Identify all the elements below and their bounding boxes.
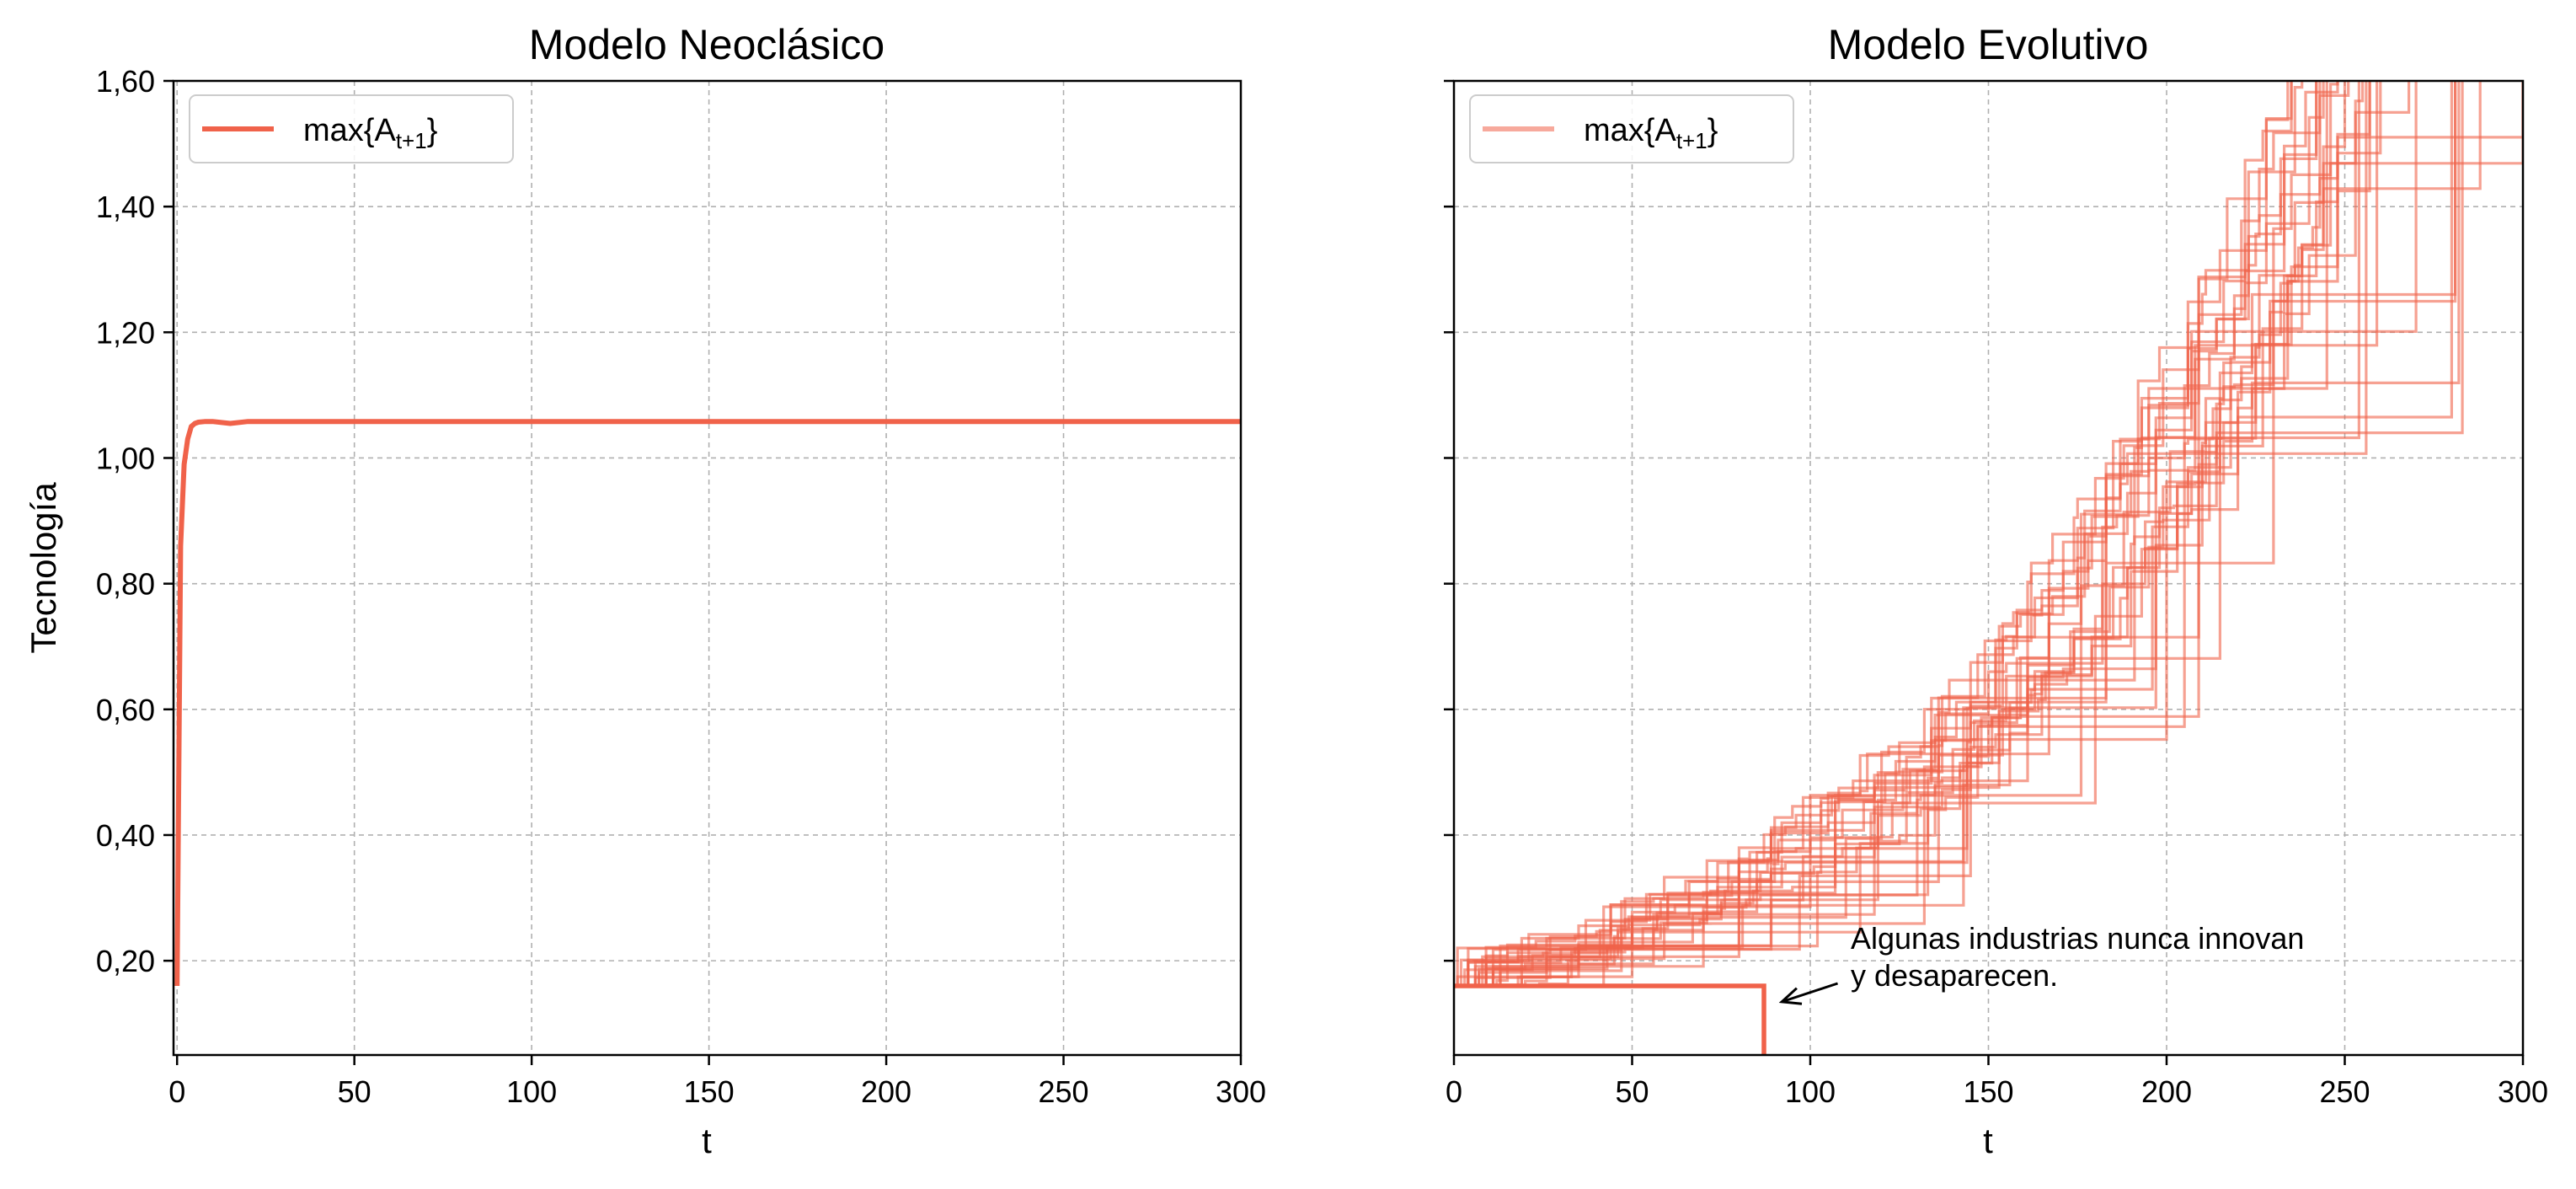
axes-frame (172, 79, 1243, 1057)
annotation-line-1: Algunas industrias nunca innovan (1851, 921, 2304, 956)
x-tick-label: 250 (1038, 1074, 1088, 1109)
y-ticks: 0,20 0,40 0,60 0,80 1,00 1,20 1,40 1,60 (96, 64, 174, 978)
x-tick-label: 200 (861, 1074, 911, 1109)
legend-box (189, 94, 514, 163)
plot-area (174, 419, 1241, 987)
x-tick-label: 0 (1446, 1074, 1462, 1109)
series-line (1454, 81, 2523, 988)
annotation-arrow-head (1778, 987, 1803, 1005)
series-line (174, 419, 1241, 987)
legend-label: max{At+1} (303, 113, 437, 153)
y-tick-label: 0,80 (96, 567, 155, 602)
neoclassical-panel: 0 50 100 150 200 250 300 0,20 0,40 0,60 0,80 1,00 1… (24, 21, 1266, 1160)
x-axis-label: t (702, 1121, 712, 1160)
legend: max{At+1} (189, 94, 514, 163)
annotation: Algunas industrias nunca innovan y desap… (1778, 921, 2304, 1005)
y-tick-label: 1,60 (96, 64, 155, 99)
series-line (1454, 81, 2457, 988)
plot-area (1454, 81, 2523, 1055)
y-axis-label: Tecnología (24, 482, 63, 654)
x-tick-label: 50 (338, 1074, 371, 1109)
y-tick-label: 0,40 (96, 818, 155, 853)
legend-label: max{At+1} (1584, 113, 1718, 153)
x-tick-label: 100 (506, 1074, 557, 1109)
y-tick-label: 0,60 (96, 693, 155, 727)
series-line (1454, 81, 2371, 988)
series-line (1454, 81, 2318, 988)
annotation-line-2: y desaparecen. (1851, 958, 2058, 993)
x-ticks: 0 50 100 150 200 250 300 (168, 1055, 1266, 1109)
series-line (1454, 81, 2328, 988)
grid (1453, 80, 2524, 1055)
x-tick-label: 50 (1615, 1074, 1649, 1109)
legend: max{At+1} (1469, 94, 1794, 163)
x-tick-label: 150 (1963, 1074, 2013, 1109)
panel-title: Modelo Evolutivo (1828, 21, 2149, 68)
extinct-series-line (1454, 983, 1766, 1055)
x-tick-label: 250 (2319, 1074, 2370, 1109)
evolutionary-panel: 0 50 100 150 200 250 300 Modelo Evolutivo t ma… (1444, 21, 2548, 1160)
y-tick-label: 1,40 (96, 190, 155, 224)
x-tick-label: 300 (2498, 1074, 2548, 1109)
x-axis-label: t (1983, 1121, 1993, 1160)
series-line (1454, 81, 2290, 988)
y-tick-label: 1,20 (96, 315, 155, 350)
x-tick-label: 0 (168, 1074, 185, 1109)
x-tick-label: 100 (1785, 1074, 1836, 1109)
series-line (1454, 81, 2411, 988)
y-ticks (1444, 79, 1454, 962)
series-line (1454, 81, 2371, 988)
x-ticks: 0 50 100 150 200 250 300 (1446, 1055, 2548, 1109)
annotation-arrow (1781, 982, 1838, 1004)
legend-box (1469, 94, 1794, 163)
panel-title: Modelo Neoclásico (529, 21, 884, 68)
series-line (1454, 81, 2304, 988)
y-tick-label: 0,20 (96, 944, 155, 978)
x-tick-label: 300 (1216, 1074, 1266, 1109)
series-line (1454, 81, 2293, 988)
y-tick-label: 1,00 (96, 441, 155, 475)
series-line (1454, 81, 2418, 988)
x-tick-label: 150 (684, 1074, 735, 1109)
grid (174, 80, 1242, 1055)
x-tick-label: 200 (2141, 1074, 2192, 1109)
